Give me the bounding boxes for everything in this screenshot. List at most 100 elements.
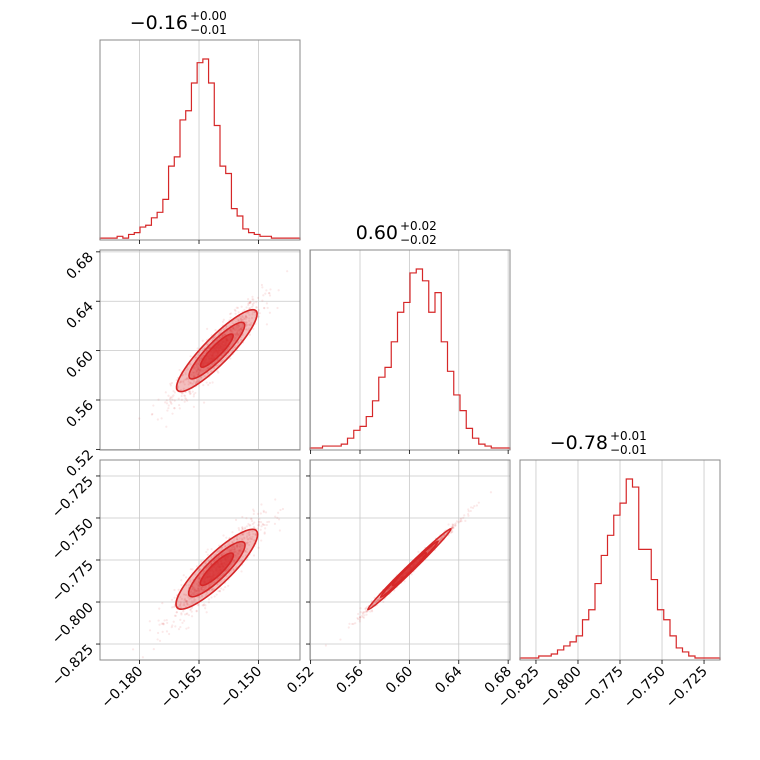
sample-point: [182, 380, 185, 383]
sample-point: [241, 544, 244, 547]
sample-point: [248, 313, 251, 317]
x-tick-label: −0.725: [663, 664, 711, 712]
sample-point: [249, 300, 252, 304]
sample-point: [198, 596, 202, 599]
sample-point: [240, 326, 243, 330]
sample-point: [179, 595, 182, 599]
sample-point: [148, 629, 152, 632]
sample-point: [241, 515, 244, 519]
sample-point: [241, 533, 245, 537]
sample-point: [201, 595, 204, 598]
sample-point: [231, 348, 234, 351]
sample-point: [194, 391, 197, 395]
sample-point: [244, 526, 247, 529]
sample-point: [463, 514, 466, 517]
sample-point: [231, 561, 234, 564]
sample-point: [239, 327, 242, 331]
sample-point: [234, 518, 238, 521]
sample-point: [237, 326, 240, 329]
sample-point: [204, 561, 207, 565]
sample-point: [276, 516, 279, 519]
sample-point: [236, 328, 239, 332]
sample-point: [158, 623, 161, 626]
sample-point: [191, 382, 194, 385]
sample-point: [233, 545, 236, 549]
sample-point: [194, 369, 198, 372]
sample-point: [439, 539, 442, 542]
sample-point: [252, 327, 255, 330]
sample-point: [184, 599, 187, 602]
sample-point: [165, 425, 168, 428]
sample-point: [188, 390, 191, 393]
sample-point: [248, 533, 251, 536]
sample-point: [426, 550, 429, 553]
sample-point: [190, 597, 193, 600]
sample-point: [180, 394, 183, 398]
sample-point: [165, 399, 168, 402]
sample-point: [223, 328, 226, 331]
sample-point: [196, 366, 199, 369]
sample-point: [235, 551, 238, 555]
sample-point: [251, 313, 254, 316]
sample-point: [240, 533, 244, 536]
sample-point: [195, 380, 199, 383]
sample-point: [250, 305, 253, 309]
sample-point: [216, 550, 219, 554]
sample-point: [359, 616, 362, 619]
sample-point: [170, 626, 173, 629]
sample-point: [185, 600, 189, 603]
sample-point: [234, 333, 237, 336]
sample-point: [184, 593, 187, 596]
sample-point: [236, 552, 240, 555]
sample-point: [204, 607, 207, 610]
sample-point: [229, 357, 232, 360]
sample-point: [373, 600, 377, 604]
sample-point: [356, 617, 360, 621]
sample-point: [256, 296, 260, 299]
sample-point: [233, 547, 237, 550]
sample-point: [215, 593, 218, 596]
sample-point: [161, 630, 164, 633]
param-title-minus: −0.02: [400, 233, 437, 247]
sample-point: [162, 623, 165, 626]
sample-point: [403, 580, 406, 583]
sample-point: [196, 373, 200, 376]
sample-point: [182, 387, 185, 390]
sample-point: [243, 537, 246, 540]
sample-point: [390, 585, 393, 588]
sample-point: [199, 369, 202, 372]
sample-point: [249, 301, 252, 304]
sample-point: [250, 316, 254, 320]
sample-point: [200, 587, 203, 590]
sample-point: [172, 620, 175, 623]
sample-point: [426, 549, 430, 553]
sample-point: [264, 527, 267, 530]
sample-point: [167, 407, 170, 410]
sample-point: [195, 565, 199, 568]
sample-point: [244, 315, 247, 318]
sample-point: [229, 328, 233, 331]
sample-point: [214, 335, 217, 338]
sample-point: [247, 327, 250, 330]
sample-point: [466, 512, 470, 516]
sample-point: [245, 321, 248, 324]
sample-point: [215, 557, 218, 560]
y-tick-label: −0.825: [49, 642, 97, 690]
sample-point: [224, 545, 227, 548]
sample-point: [455, 520, 459, 523]
sample-point: [213, 560, 216, 563]
panel-frame-1-0: [99, 249, 301, 451]
sample-point: [169, 401, 173, 404]
sample-point: [361, 612, 365, 615]
sample-point: [209, 583, 212, 586]
sample-point: [248, 301, 251, 305]
sample-point: [237, 319, 240, 322]
sample-point: [241, 527, 244, 531]
sample-point: [188, 392, 192, 395]
sample-point: [452, 527, 455, 530]
sample-point: [233, 547, 236, 550]
sample-point: [197, 587, 200, 591]
sample-point: [161, 602, 164, 605]
sample-point: [235, 538, 238, 541]
sample-point: [206, 565, 209, 568]
